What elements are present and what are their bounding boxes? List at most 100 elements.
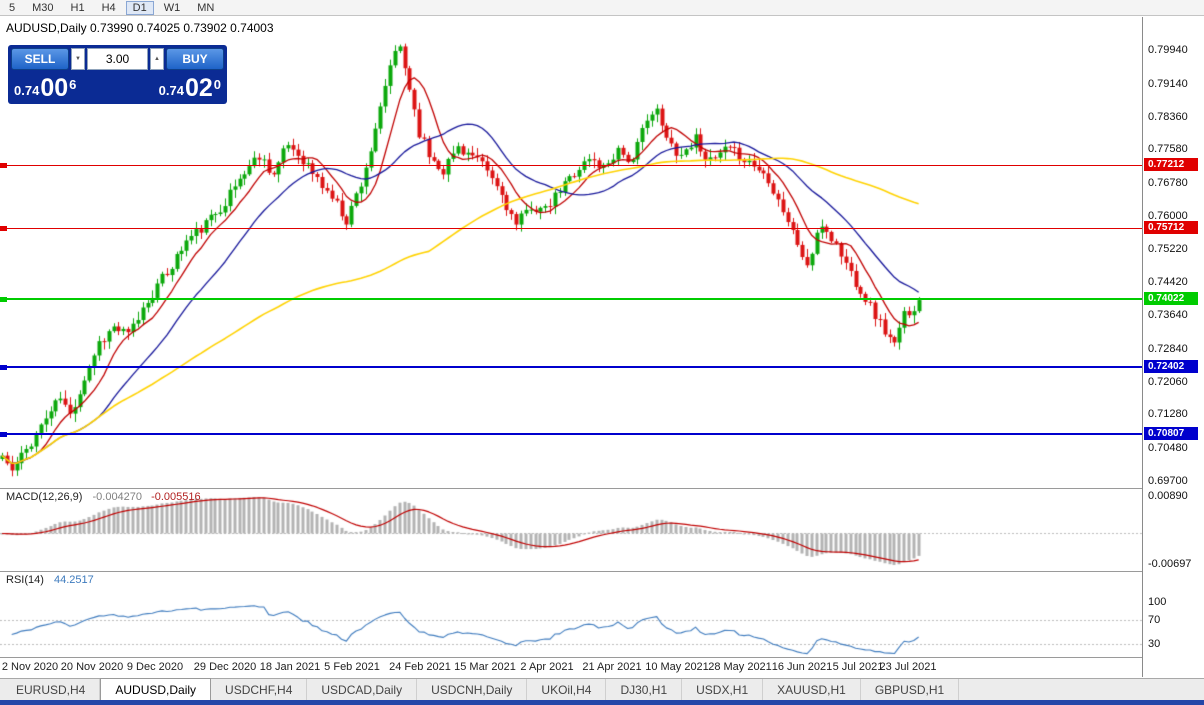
time-axis-label: 18 Jan 2021 (259, 661, 321, 673)
sell-button[interactable]: SELL (11, 48, 69, 70)
time-axis-label: 9 Dec 2020 (126, 661, 184, 673)
rsi-axis-30: 30 (1148, 638, 1161, 650)
one-click-trading-panel: SELL ▼ ▲ BUY 0.74 00 6 0.74 02 0 (8, 45, 227, 104)
chart-tab-eurusd-h4[interactable]: EURUSD,H4 (2, 679, 101, 700)
chart-tab-gbpusd-h1[interactable]: GBPUSD,H1 (861, 679, 960, 700)
time-axis-label: 20 Nov 2020 (60, 661, 124, 673)
volume-increase-button[interactable]: ▲ (150, 48, 164, 70)
price-axis-label: 0.76780 (1148, 177, 1188, 189)
chart-tab-audusd-daily[interactable]: AUDUSD,Daily (100, 678, 212, 700)
price-axis-label: 0.77580 (1148, 143, 1188, 156)
resistance-line-1-badge: 0.77212 (1144, 157, 1198, 171)
price-axis-label: 0.78360 (1148, 110, 1188, 123)
buy-button[interactable]: BUY (166, 48, 224, 70)
timeframe-button-w1[interactable]: W1 (157, 1, 188, 15)
timeframe-button-d1[interactable]: D1 (125, 0, 154, 15)
price-axis-label: 0.73640 (1148, 309, 1188, 322)
support-line-1-badge: 0.72402 (1144, 360, 1198, 374)
resistance-line-1[interactable] (0, 164, 1142, 166)
timeframe-button-h4[interactable]: H4 (95, 1, 123, 15)
macd-main-value: -0.004270 (92, 491, 143, 503)
timeframe-button-5[interactable]: 5 (2, 1, 22, 15)
price-axis-label: 0.70480 (1148, 442, 1188, 455)
sell-price: 0.74 00 6 (14, 76, 76, 101)
chart-tab-xauusd-h1[interactable]: XAUUSD,H1 (763, 679, 861, 700)
price-axis-label: 0.69700 (1148, 475, 1188, 487)
volume-input[interactable] (87, 48, 148, 70)
current-price-line[interactable] (0, 298, 1142, 301)
time-axis-label: 21 Apr 2021 (582, 661, 642, 673)
support-line-2-badge: 0.70807 (1144, 427, 1198, 441)
time-axis-label: 24 Feb 2021 (389, 661, 451, 673)
sell-price-main: 00 (40, 74, 69, 102)
price-axis-label: 0.71280 (1148, 408, 1188, 421)
buy-price-prefix: 0.74 (158, 83, 184, 98)
price-axis[interactable]: 0.00890 -0.00697 100 70 30 0.79940 0.7914… (1142, 17, 1204, 677)
trade-prices-row: 0.74 00 6 0.74 02 0 (11, 70, 224, 101)
support-line-2-handle[interactable] (0, 432, 7, 438)
sell-price-prefix: 0.74 (14, 83, 40, 98)
chart-tab-usdchf-h4[interactable]: USDCHF,H4 (211, 679, 308, 700)
timeframe-toolbar: 5 M30 H1 H4 D1 W1 MN (0, 0, 1204, 16)
buy-price-pip: 0 (213, 77, 221, 92)
rsi-axis-100: 100 (1148, 596, 1167, 608)
rsi-indicator-label: RSI(14) 44.2517 (6, 574, 94, 586)
macd-panel-divider[interactable] (0, 488, 1204, 489)
price-axis-label: 0.74420 (1148, 276, 1188, 289)
support-line-2[interactable] (0, 433, 1142, 436)
current-price-line-badge: 0.74022 (1144, 292, 1198, 306)
timeframe-button-mn[interactable]: MN (190, 1, 221, 15)
time-axis-label: 10 May 2021 (645, 661, 709, 673)
time-axis-label: 5 Jul 2021 (832, 661, 884, 673)
time-axis-label: 28 May 2021 (708, 661, 772, 673)
time-axis-label: 29 Dec 2020 (193, 661, 257, 673)
chart-tab-usdcnh-daily[interactable]: USDCNH,Daily (417, 679, 528, 700)
volume-down-icon: ▼ (75, 56, 81, 62)
price-axis-label: 0.79940 (1148, 44, 1188, 56)
resistance-line-2-badge: 0.75712 (1144, 220, 1198, 234)
macd-axis-min: -0.00697 (1148, 558, 1192, 570)
time-axis-label: 2 Apr 2021 (520, 661, 574, 673)
support-line-1[interactable] (0, 366, 1142, 369)
volume-decrease-button[interactable]: ▼ (71, 48, 85, 70)
macd-axis-max: 0.00890 (1148, 490, 1188, 502)
time-axis[interactable]: 2 Nov 2020 20 Nov 2020 9 Dec 2020 29 Dec 20… (0, 658, 1142, 677)
buy-price: 0.74 02 0 (159, 76, 221, 101)
time-axis-label: 16 Jun 2021 (771, 661, 833, 673)
trade-controls-row: SELL ▼ ▲ BUY (11, 48, 224, 70)
rsi-name: RSI(14) (6, 574, 44, 586)
price-axis-label: 0.72840 (1148, 342, 1188, 355)
time-axis-label: 15 Mar 2021 (454, 661, 516, 673)
price-axis-label: 0.72060 (1148, 375, 1188, 388)
macd-signal-value: -0.005516 (151, 491, 201, 503)
chart-tab-usdcad-daily[interactable]: USDCAD,Daily (307, 679, 418, 700)
rsi-panel-divider[interactable] (0, 571, 1204, 572)
sell-price-pip: 6 (69, 77, 77, 92)
time-axis-divider (0, 657, 1204, 658)
chart-tab-dj30-h1[interactable]: DJ30,H1 (606, 679, 683, 700)
chart-tab-bar: EURUSD,H4 AUDUSD,Daily USDCHF,H4 USDCAD,Dai… (0, 678, 1204, 700)
chart-tab-ukoil-h4[interactable]: UKOil,H4 (527, 679, 607, 700)
taskbar-strip (0, 700, 1204, 705)
macd-name: MACD(12,26,9) (6, 491, 83, 503)
time-axis-label: 5 Feb 2021 (324, 661, 380, 673)
macd-indicator-label: MACD(12,26,9) -0.004270 -0.005516 (6, 491, 201, 503)
price-axis-label: 0.79140 (1148, 77, 1188, 90)
resistance-line-1-handle[interactable] (0, 162, 7, 168)
time-axis-label: 23 Jul 2021 (879, 661, 937, 673)
resistance-line-2-handle[interactable] (0, 225, 7, 231)
rsi-value: 44.2517 (53, 574, 94, 586)
resistance-line-2[interactable] (0, 227, 1142, 229)
chart-tab-usdx-h1[interactable]: USDX,H1 (682, 679, 764, 700)
timeframe-button-m30[interactable]: M30 (25, 1, 60, 15)
support-line-1-handle[interactable] (0, 365, 7, 371)
chart-title: AUDUSD,Daily 0.73990 0.74025 0.73902 0.7… (6, 21, 274, 35)
buy-price-main: 02 (184, 74, 213, 102)
time-axis-label: 2 Nov 2020 (1, 661, 59, 673)
timeframe-button-h1[interactable]: H1 (64, 1, 92, 15)
price-axis-label: 0.75220 (1148, 242, 1188, 255)
current-price-line-handle[interactable] (0, 297, 7, 303)
price-axis-label: 0.76000 (1148, 209, 1188, 222)
